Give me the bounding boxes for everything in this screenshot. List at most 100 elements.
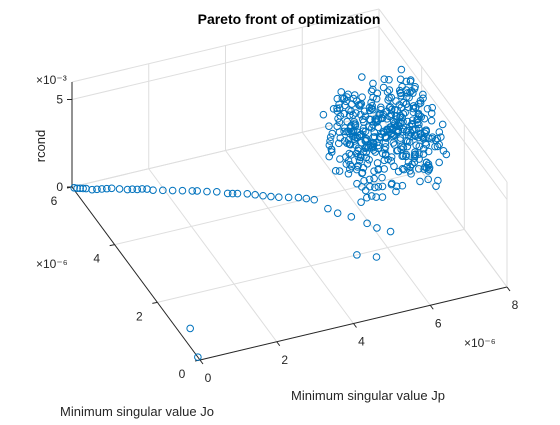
sidewall-gridline-z	[378, 26, 508, 200]
cluster-point	[360, 176, 368, 185]
data-point	[193, 187, 201, 195]
cluster-point	[424, 162, 432, 170]
x-tick-label: 0	[205, 371, 212, 385]
data-point	[353, 251, 361, 259]
cluster-point	[341, 124, 349, 132]
cluster-point	[394, 167, 403, 176]
cluster-point	[365, 123, 373, 131]
cluster-point	[340, 109, 349, 118]
cluster-point	[385, 75, 393, 84]
cluster-point	[342, 160, 351, 168]
cluster-point	[402, 152, 410, 161]
cluster-point	[319, 110, 328, 119]
cluster-point	[367, 192, 376, 200]
cluster-point	[336, 134, 345, 142]
cluster-point	[372, 116, 381, 125]
cluster-point	[432, 182, 440, 190]
cluster-point	[428, 103, 437, 112]
cluster-point	[374, 183, 383, 191]
cluster-point	[414, 100, 423, 108]
cluster-point	[369, 105, 377, 114]
cluster-point	[333, 104, 341, 113]
data-point	[324, 204, 332, 213]
data-point	[243, 189, 252, 198]
cluster-point	[414, 165, 423, 173]
cluster-point	[355, 131, 364, 140]
cluster-point	[367, 104, 376, 113]
cluster-point	[411, 152, 419, 160]
data-point	[98, 185, 106, 193]
cluster-point	[380, 145, 389, 154]
data-point	[115, 185, 124, 193]
cluster-point	[326, 137, 334, 145]
floor-gridline-x	[301, 131, 431, 306]
cluster-point	[420, 129, 429, 138]
data-point	[259, 191, 267, 200]
cluster-point	[362, 134, 370, 143]
cluster-point	[367, 87, 376, 96]
cluster-point	[402, 77, 411, 86]
cluster-point	[435, 158, 443, 167]
x-tick-mark	[276, 341, 281, 347]
grid-lines	[71, 8, 508, 361]
cluster-point	[405, 93, 413, 102]
cluster-point	[369, 146, 378, 154]
cluster-point	[398, 113, 406, 122]
data-point	[302, 194, 311, 203]
x-tick-label: 6	[435, 316, 442, 330]
cluster-point	[331, 167, 340, 175]
cluster-point	[385, 86, 394, 94]
cluster-point	[439, 146, 448, 155]
cluster-point	[407, 86, 416, 95]
cluster-point	[371, 183, 379, 192]
data-point	[347, 213, 356, 221]
z-axis-label: rcond	[33, 130, 48, 163]
cluster-point	[377, 103, 385, 112]
cluster-point	[419, 90, 427, 99]
cluster-point	[427, 109, 436, 118]
cluster-point	[337, 88, 346, 96]
cluster-point	[404, 131, 413, 139]
y-tick-mark	[109, 244, 115, 247]
y-tick-label: 6	[51, 194, 58, 208]
cluster-point	[419, 150, 428, 158]
cluster-point	[406, 77, 415, 86]
data-point	[386, 227, 395, 236]
cluster-point	[346, 160, 355, 169]
data-point	[194, 353, 202, 361]
cluster-point	[358, 73, 366, 81]
cluster-point	[410, 126, 418, 134]
cluster-point	[399, 165, 408, 174]
cluster-point	[432, 136, 440, 145]
cluster-point	[425, 163, 434, 172]
y-axis-line	[71, 186, 201, 361]
cluster-point	[414, 110, 423, 119]
cluster-point	[412, 125, 420, 133]
data-point	[133, 185, 142, 194]
data-point	[363, 219, 371, 228]
cluster-point	[352, 97, 361, 105]
cluster-point	[378, 193, 387, 201]
x-tick-mark	[429, 304, 434, 310]
cluster-point	[408, 116, 417, 124]
cluster-point	[415, 142, 424, 151]
cluster-point	[406, 162, 415, 171]
cluster-point	[329, 105, 338, 113]
cluster-point	[372, 193, 380, 201]
cluster-point	[362, 143, 371, 152]
cluster-point	[335, 167, 344, 175]
cluster-point	[416, 177, 424, 186]
cluster-point	[365, 175, 374, 184]
cluster-point	[361, 186, 370, 195]
cluster-point	[383, 88, 392, 96]
cluster-point	[423, 104, 432, 113]
cluster-point	[415, 150, 423, 158]
x-tick-label: 4	[358, 335, 365, 349]
cluster-point	[392, 182, 401, 191]
data-point	[123, 185, 132, 194]
data-point	[107, 184, 116, 193]
cluster-point	[354, 152, 363, 161]
cluster-point	[325, 122, 333, 130]
data-point	[294, 193, 303, 202]
cluster-point	[325, 141, 334, 149]
